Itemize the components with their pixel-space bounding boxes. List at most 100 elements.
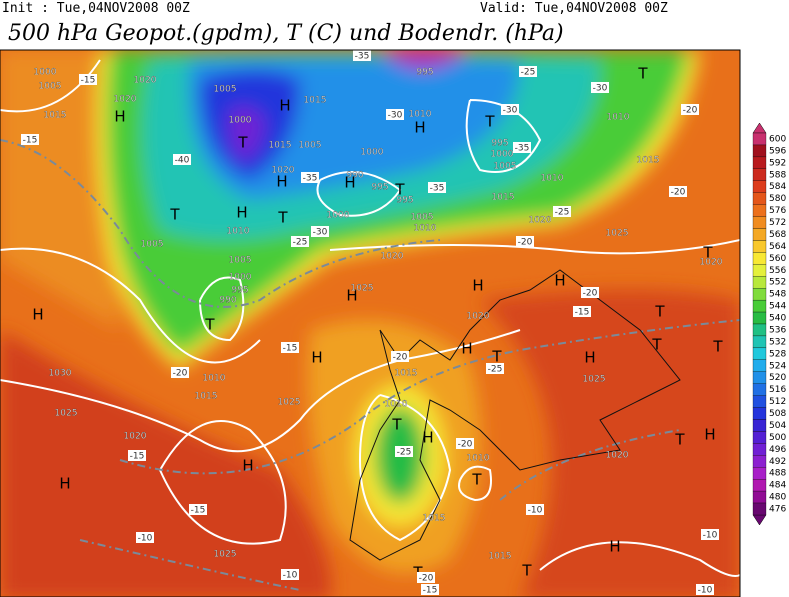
pressure-center: T [651,336,662,354]
pressure-center: H [554,272,565,290]
coastline [349,269,681,561]
color-swatch [752,383,767,396]
level-label: 548 [769,290,786,300]
label-box [421,584,439,595]
label-box [581,287,599,298]
label-box [669,186,687,197]
isotherm-label: -20 [419,574,434,584]
label-box [79,74,97,85]
isobar-label: 1020 [700,258,723,268]
pressure-center: H [236,204,247,222]
color-swatch [752,347,767,360]
isotherm-label: -20 [671,188,686,198]
isobar-label: 1000 [327,211,350,221]
color-swatch [752,132,767,146]
color-swatch [752,419,767,432]
isobar-label: 995 [416,68,433,78]
pressure-center: T [484,113,495,131]
isobar-label: 1010 [541,174,564,184]
label-box [311,226,329,237]
label-box [573,306,591,317]
isotherm-label: -10 [703,531,718,541]
isobar-label: 1010 [414,224,437,234]
isotherm-label: -35 [355,52,370,62]
pressure-center: T [637,65,648,83]
pressure-center: T [237,134,248,152]
level-label: 484 [769,481,786,491]
isotherm-label: -15 [191,506,206,516]
label-box [136,532,154,543]
isobar-label: 1010 [203,374,226,384]
isobar-label: 1015 [44,111,67,121]
isobar-label: 1000 [229,116,252,126]
label-box [553,206,571,217]
isobar-label: 1020 [272,166,295,176]
level-label: 520 [769,373,786,383]
init-time: Init : Tue,04NOV2008 00Z [2,1,190,16]
isotherm-label: -15 [283,344,298,354]
label-box [301,172,319,183]
isobar-label: 995 [396,196,413,206]
label-box [516,236,534,247]
isobar-label: 1015 [304,96,327,106]
color-swatch [752,264,767,277]
pressure-center: T [471,471,482,489]
label-box [386,109,404,120]
level-label: 488 [769,469,786,479]
label-box [395,446,413,457]
isobar-label: 990 [219,296,236,306]
level-label: 584 [769,182,786,192]
color-swatch [752,395,767,408]
isobar-label: 995 [231,286,248,296]
label-box [391,351,409,362]
color-swatch [752,156,767,169]
pressure-center: H [609,538,620,556]
label-box [281,342,299,353]
label-box [171,367,189,378]
level-label: 580 [769,194,786,204]
isobar-label: 1015 [489,552,512,562]
label-box [519,66,537,77]
level-label: 556 [769,266,786,276]
isotherm-label: -10 [283,571,298,581]
level-label: 568 [769,230,786,240]
pressure-center: H [311,349,322,367]
isobar-label: 995 [371,183,388,193]
isobar-label: 1005 [214,85,237,95]
isotherm-label: -35 [515,144,530,154]
color-swatch [752,431,767,444]
color-swatch [752,335,767,349]
label-box [486,363,504,374]
label-box [291,236,309,247]
isobar-label: 1025 [351,284,374,294]
level-label: 516 [769,385,786,395]
isobar-label: 1005 [141,240,164,250]
isobar-label: 1015 [637,156,660,166]
level-label: 552 [769,278,786,288]
level-label: 588 [769,170,786,180]
pressure-center: H [422,429,433,447]
level-label: 496 [769,445,786,455]
color-swatch [752,311,767,325]
isotherms [0,139,740,591]
pressure-center: T [391,416,402,434]
level-label: 512 [769,397,786,407]
level-label: 532 [769,337,786,347]
pressure-center: H [472,277,483,295]
level-label: 564 [769,242,786,252]
label-box [189,504,207,515]
isobar-label: 1025 [606,229,629,239]
level-label: 492 [769,457,786,467]
pressure-center: H [461,340,472,358]
level-label: 536 [769,325,786,335]
isobar-label: 1020 [381,252,404,262]
color-swatch [752,502,767,516]
level-label: 592 [769,158,786,168]
isotherm-label: -20 [583,289,598,299]
label-box [21,134,39,145]
isobar-label: 1020 [606,451,629,461]
bar-arrow-bottom [752,514,767,526]
level-label: 560 [769,254,786,264]
isobar-label: 1030 [49,369,72,379]
label-box [681,104,699,115]
